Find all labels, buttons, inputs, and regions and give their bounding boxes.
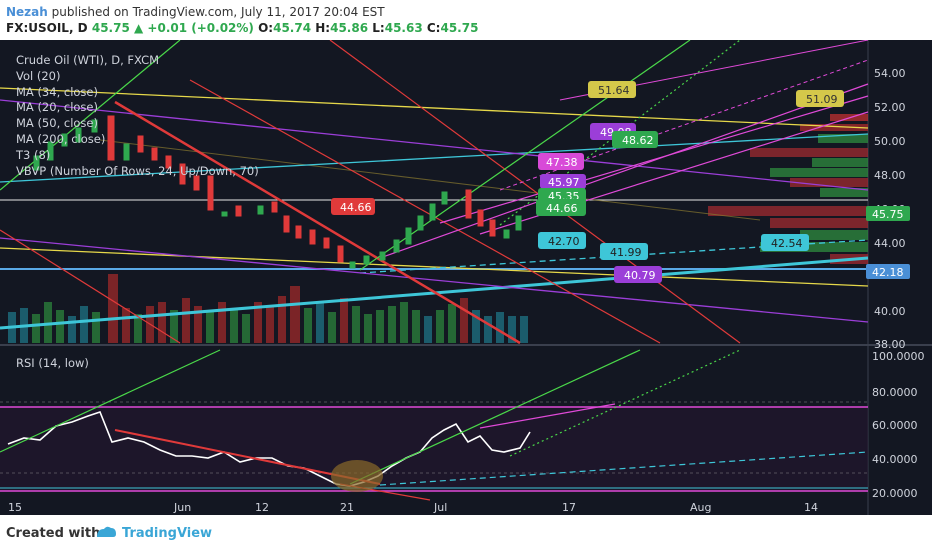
label-pink: 47.38: [546, 156, 578, 169]
label-cyan: 41.99: [610, 246, 642, 259]
time-tick: 14: [804, 501, 818, 514]
label-green: 48.62: [622, 134, 654, 147]
red-trendline-main[interactable]: [114, 100, 521, 345]
footer: Created with TradingView: [0, 515, 932, 550]
support-price-badge: 42.18: [872, 266, 904, 279]
chart-canvas[interactable]: 54.00 52.00 50.00 48.00 46.00 44.00 40.0…: [0, 40, 932, 515]
price-tick: 50.00: [874, 135, 906, 148]
time-tick: 21: [340, 501, 354, 514]
chart-header: Nezah published on TradingView.com, July…: [0, 0, 932, 40]
rsi-legend[interactable]: RSI (14, low): [16, 356, 89, 370]
green-line-left[interactable]: [0, 40, 181, 191]
label-purple: 40.79: [624, 269, 656, 282]
time-tick: 17: [562, 501, 576, 514]
high-value: 45.86: [330, 21, 369, 35]
low-label: L:: [372, 21, 385, 35]
pink-line-2[interactable]: [439, 95, 869, 224]
legend-vbvp[interactable]: VBVP (Number Of Rows, 24, Up/Down, 70): [16, 163, 259, 178]
legend-symbol[interactable]: Crude Oil (WTI), D, FXCM: [16, 53, 160, 67]
pink-line-1[interactable]: [379, 83, 869, 259]
ma-line: [99, 139, 761, 221]
tradingview-brand[interactable]: TradingView: [122, 526, 213, 541]
price-tick: 40.00: [874, 305, 906, 318]
time-axis[interactable]: 15 Jun 12 21 Jul 17 Aug 14: [8, 501, 818, 514]
green-line-mid[interactable]: [359, 40, 691, 271]
price-tick: 38.00: [874, 338, 906, 351]
low-value: 45.63: [384, 21, 423, 35]
created-with-text: Created with: [6, 526, 101, 541]
price-badges: 45.75 42.18: [866, 206, 910, 279]
indicator-legend[interactable]: Crude Oil (WTI), D, FXCM Vol (20) MA (34…: [16, 53, 259, 179]
legend-ma20[interactable]: MA (20, close): [16, 100, 98, 115]
last-price: 45.75: [91, 21, 130, 35]
rsi-tick: 80.0000: [872, 386, 918, 399]
yellow-trendline-top[interactable]: [0, 87, 869, 129]
cyan-trendline[interactable]: [0, 133, 869, 183]
red-channel-low[interactable]: [0, 229, 181, 344]
publish-info: published on TradingView.com, July 11, 2…: [51, 5, 385, 19]
tradingview-logo-icon[interactable]: [94, 524, 118, 540]
rsi-tick: 100.0000: [872, 350, 925, 363]
label-cyan: 42.54: [771, 237, 803, 250]
price-tick: 44.00: [874, 237, 906, 250]
publish-line: Nezah published on TradingView.com, July…: [6, 5, 385, 19]
legend-volume[interactable]: Vol (20): [16, 68, 61, 83]
purple-channel-top[interactable]: [0, 99, 869, 191]
rsi-pane[interactable]: [0, 349, 869, 501]
price-tick: 48.00: [874, 169, 906, 182]
rsi-axis[interactable]: 100.0000 80.0000 60.0000 40.0000 20.0000: [872, 350, 925, 500]
time-tick: Aug: [690, 501, 711, 514]
purple-channel-bottom[interactable]: [0, 237, 869, 323]
rsi-tick: 60.0000: [872, 419, 918, 432]
legend-ma50[interactable]: MA (50, close): [16, 116, 98, 131]
up-arrow-icon: ▲: [134, 21, 144, 35]
rsi-highlight-ellipse[interactable]: [331, 460, 383, 492]
red-channel-mid[interactable]: [189, 79, 661, 344]
label-purple: 45.97: [548, 176, 580, 189]
rsi-tick: 40.0000: [872, 453, 918, 466]
chart-area[interactable]: 54.00 52.00 50.00 48.00 46.00 44.00 40.0…: [0, 40, 932, 515]
last-price-badge: 45.75: [872, 208, 904, 221]
time-tick: Jun: [173, 501, 191, 514]
open-value: 45.74: [273, 21, 312, 35]
label-green: 44.66: [546, 202, 578, 215]
volume-bars: [8, 274, 528, 343]
legend-ma200[interactable]: MA (200, close): [16, 131, 106, 146]
label-cyan: 42.70: [548, 235, 580, 248]
label-yellow: 51.09: [806, 93, 838, 106]
time-tick: 12: [255, 501, 269, 514]
legend-ma34[interactable]: MA (34, close): [16, 84, 98, 99]
close-value: 45.75: [440, 21, 479, 35]
candlesticks[interactable]: [33, 115, 522, 269]
symbol-interval[interactable]: FX:USOIL, D: [6, 21, 88, 35]
price-labels[interactable]: 44.66 51.64 51.09 49.08 48.62 47.38 45.9…: [331, 81, 844, 283]
legend-t3[interactable]: T3 (8): [16, 147, 51, 162]
ohlc-line: FX:USOIL, D 45.75 ▲ +0.01 (+0.02%) O:45.…: [6, 21, 478, 35]
price-tick: 54.00: [874, 67, 906, 80]
close-label: C:: [426, 21, 441, 35]
time-tick: 15: [8, 501, 22, 514]
rsi-tick: 20.0000: [872, 487, 918, 500]
label-red: 44.66: [340, 201, 372, 214]
author-name[interactable]: Nezah: [6, 5, 48, 19]
yellow-trendline-bottom[interactable]: [0, 247, 869, 287]
open-label: O:: [258, 21, 274, 35]
red-channel-high[interactable]: [329, 40, 741, 344]
price-change: +0.01 (+0.02%): [147, 21, 254, 35]
time-tick: Jul: [433, 501, 447, 514]
high-label: H:: [315, 21, 331, 35]
label-yellow: 51.64: [598, 84, 630, 97]
price-tick: 52.00: [874, 101, 906, 114]
